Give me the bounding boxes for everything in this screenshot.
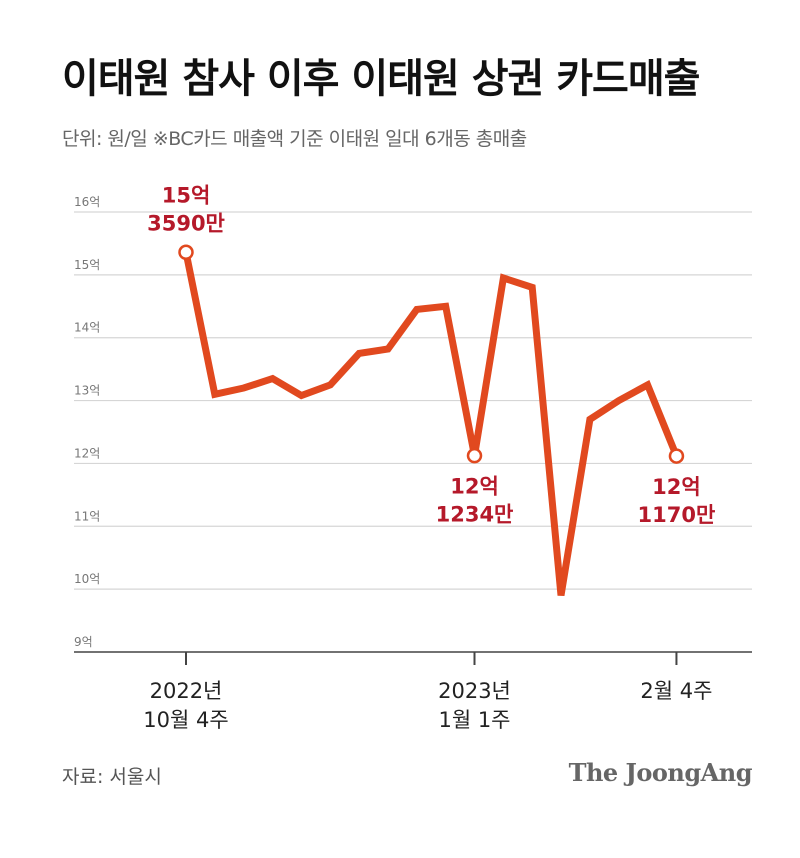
y-tick-label: 11억 — [74, 509, 100, 523]
y-tick-label: 12억 — [74, 446, 100, 460]
series-line — [182, 251, 680, 596]
x-tick-label: 10월 4주 — [143, 708, 228, 732]
x-tick-label: 2023년 — [438, 679, 511, 703]
data-label: 1234만 — [436, 503, 514, 527]
chart-subtitle: 단위: 원/일 ※BC카드 매출액 기준 이태원 일대 6개동 총매출 — [62, 128, 527, 150]
y-tick-label: 14억 — [74, 321, 100, 335]
source-note: 자료: 서울시 — [62, 766, 162, 788]
data-label: 3590만 — [147, 211, 225, 235]
y-tick-label: 9억 — [74, 635, 93, 649]
highlight-point — [178, 244, 194, 261]
x-tick-label: 1월 1주 — [438, 708, 510, 732]
data-label: 12억 — [450, 475, 499, 499]
y-tick-label: 10억 — [74, 572, 100, 586]
y-tick-label: 16억 — [74, 195, 100, 209]
highlight-point — [466, 447, 483, 464]
data-label: 12억 — [652, 475, 701, 499]
data-label: 15억 — [162, 183, 211, 207]
y-tick-label: 13억 — [74, 384, 100, 398]
x-tick-label: 2022년 — [150, 679, 223, 703]
brand-logo: The JoongAng — [568, 758, 753, 787]
chart-title: 이태원 참사 이후 이태원 상권 카드매출 — [62, 56, 700, 102]
x-tick-label: 2월 4주 — [640, 679, 712, 703]
y-tick-label: 15억 — [74, 258, 100, 272]
data-label: 1170만 — [638, 503, 716, 527]
highlight-point — [668, 448, 685, 464]
